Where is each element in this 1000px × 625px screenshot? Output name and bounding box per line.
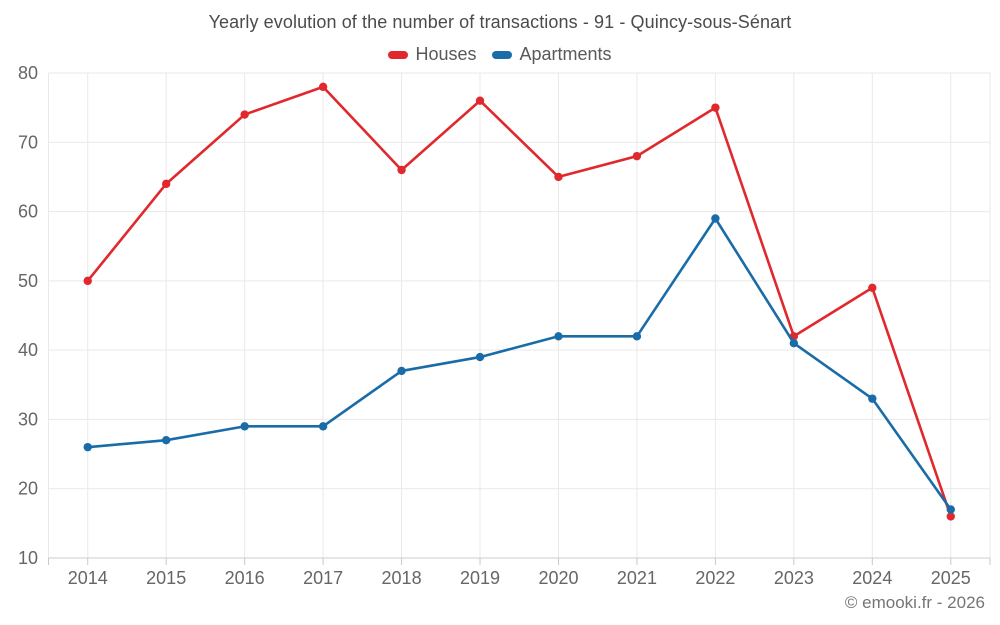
apartments-data-point <box>318 422 328 431</box>
y-tick-label: 50 <box>18 271 38 291</box>
houses-data-point <box>397 165 406 175</box>
houses-series-swatch-icon <box>388 50 409 59</box>
houses-data-point <box>83 276 92 286</box>
apartments-data-point <box>711 214 720 223</box>
x-tick-label: 2018 <box>382 568 422 588</box>
houses-data-point <box>711 103 720 112</box>
legend-item-apartments: Apartments <box>492 44 612 65</box>
houses-series-points <box>83 82 955 521</box>
chart-title: Yearly evolution of the number of transa… <box>208 12 792 32</box>
legend: Houses Apartments <box>0 44 1000 65</box>
x-tick-label: 2019 <box>460 568 500 588</box>
apartments-data-point <box>868 394 877 403</box>
apartments-series-line <box>86 217 953 511</box>
x-tick-label: 2016 <box>225 568 265 588</box>
x-axis-labels: 2014 2015 2016 2017 2018 2019 2020 2021 2022 2023… <box>68 568 971 588</box>
x-tick-label: 2024 <box>852 568 892 588</box>
y-tick-label: 80 <box>18 63 38 83</box>
apartments-data-point <box>83 442 92 452</box>
copyright-footer: © emooki.fr - 2026 <box>844 593 985 612</box>
houses-data-point <box>475 96 485 105</box>
x-tick-label: 2020 <box>538 568 578 588</box>
houses-data-point <box>318 82 328 92</box>
houses-data-point <box>161 179 171 189</box>
houses-data-point <box>240 110 249 119</box>
apartments-data-point <box>632 332 642 341</box>
y-tick-label: 30 <box>18 409 38 429</box>
x-axis-ticks <box>48 558 991 565</box>
y-tick-label: 20 <box>18 479 38 499</box>
x-tick-label: 2023 <box>774 568 814 588</box>
legend-label-apartments: Apartments <box>519 44 612 64</box>
y-tick-label: 40 <box>18 340 38 360</box>
x-tick-label: 2022 <box>695 568 735 588</box>
apartments-data-point <box>789 339 799 348</box>
houses-data-point <box>632 151 642 161</box>
apartments-data-point <box>946 505 955 514</box>
apartments-series-points <box>83 214 955 514</box>
legend-item-houses: Houses <box>388 44 476 65</box>
y-tick-label: 70 <box>18 132 38 152</box>
houses-series-line <box>86 85 953 518</box>
x-tick-label: 2014 <box>68 568 108 588</box>
apartments-data-point <box>240 422 249 431</box>
x-gridlines <box>48 73 991 558</box>
apartments-data-point <box>161 436 171 445</box>
x-tick-label: 2025 <box>931 568 971 588</box>
y-gridlines <box>48 72 990 559</box>
houses-data-point <box>868 283 877 292</box>
apartments-data-point <box>475 352 485 362</box>
y-tick-label: 60 <box>18 202 38 222</box>
y-tick-label: 10 <box>18 548 38 568</box>
x-tick-label: 2017 <box>303 568 343 588</box>
x-tick-label: 2021 <box>617 568 657 588</box>
apartments-data-point <box>554 332 563 341</box>
houses-data-point <box>946 512 955 521</box>
houses-data-point <box>554 172 563 182</box>
apartments-series-swatch-icon <box>492 50 513 59</box>
apartments-data-point <box>397 366 406 376</box>
x-tick-label: 2015 <box>146 568 186 588</box>
legend-label-houses: Houses <box>415 44 477 64</box>
y-axis-labels: 10 20 30 40 50 60 70 80 <box>18 63 38 568</box>
